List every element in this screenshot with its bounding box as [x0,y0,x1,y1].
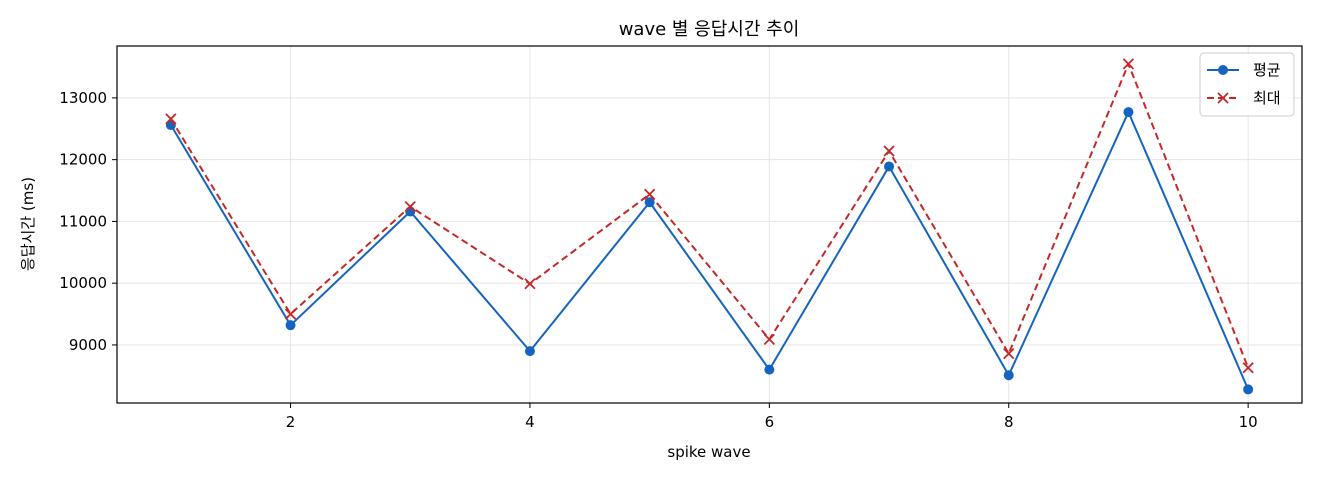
x-tick-label: 2 [286,413,296,431]
y-axis-label: 응답시간 (ms) [19,177,37,271]
series-2 [165,58,1254,374]
legend-marker [1218,65,1228,75]
series-line [170,111,1250,390]
data-point [524,278,536,290]
series-1 [165,107,1254,395]
x-tick-label: 6 [765,413,775,431]
series-layer [165,58,1254,395]
data-point [165,113,177,125]
data-point [763,333,775,346]
y-tick-label: 10000 [59,274,107,292]
y-tick-label: 9000 [69,336,107,354]
x-tick-label: 10 [1239,413,1258,431]
x-tick-label: 4 [525,413,535,431]
data-point [1123,107,1134,118]
data-point [1122,58,1135,70]
tick-layer: 2 4 6 8 10 9000 10000 11000 12000 13000 [59,89,1257,431]
data-point [1242,362,1254,374]
data-point [1003,370,1014,381]
y-tick-label: 12000 [59,151,107,169]
y-tick-label: 11000 [59,212,107,230]
data-point [524,346,535,357]
chart-title: wave 별 응답시간 추이 [619,19,800,40]
data-point [404,200,416,213]
series-line [170,62,1250,369]
legend-marker [1217,92,1229,104]
x-axis-label: spike wave [667,443,750,461]
legend-item: 최대 [1207,89,1281,107]
y-tick-label: 13000 [59,89,107,107]
legend-item: 평균 [1207,61,1281,79]
data-point [285,320,296,331]
data-point [883,145,895,157]
x-tick-label: 8 [1004,413,1014,431]
legend-label: 최대 [1253,89,1281,107]
data-point [644,197,655,208]
data-point [1243,384,1254,395]
legend-label: 평균 [1253,61,1281,79]
data-point [284,308,297,320]
data-point [1003,347,1015,360]
grid [117,46,1302,403]
data-point [405,206,416,217]
data-point [644,188,656,200]
data-point [884,161,895,172]
plot-frame [116,45,1303,404]
data-point [764,364,775,375]
